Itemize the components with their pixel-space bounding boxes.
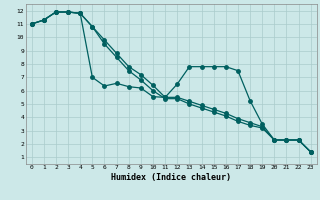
X-axis label: Humidex (Indice chaleur): Humidex (Indice chaleur) (111, 173, 231, 182)
